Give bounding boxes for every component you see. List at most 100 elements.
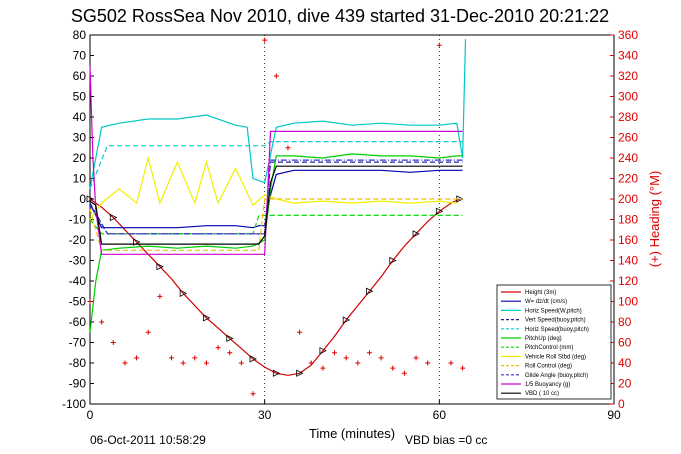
x-tick-label: 60	[433, 408, 447, 422]
height-marker	[203, 314, 211, 322]
legend-entry: Vehicle Roll Stbd (deg)	[525, 354, 586, 360]
y-tick-label: 20	[73, 151, 87, 165]
heading-point	[343, 355, 349, 361]
y-axis-right: 3603403203002802602402202001801601401201…	[610, 28, 638, 411]
heading-point	[180, 360, 186, 366]
height-marker	[342, 316, 351, 324]
y-tick-label: 0	[79, 192, 86, 206]
height-marker	[435, 207, 444, 215]
height-marker	[272, 369, 281, 377]
y-tick-label: -60	[69, 315, 87, 329]
legend-entry: PitchUp (deg)	[525, 336, 562, 342]
heading-point	[332, 350, 338, 356]
y-tick-label: -70	[69, 336, 87, 350]
footer-vbd-bias: VBD bias =0 cc	[405, 433, 487, 447]
heading-point	[87, 299, 93, 304]
heading-point	[99, 319, 105, 325]
height-marker	[389, 256, 397, 265]
y-tick-label: 40	[73, 110, 87, 124]
y-tick-label: -30	[69, 254, 87, 268]
y-tick-label: 60	[73, 69, 87, 83]
y-tick-label: -80	[69, 356, 87, 370]
series-line-2	[89, 39, 467, 189]
y-axis-right-label: (+) Heading (°M)	[647, 171, 662, 268]
series-line-1	[89, 169, 463, 229]
heading-point	[250, 391, 256, 397]
y-axis-left: 80 70 60 50 40 30 20 10 0 -10 -20 -30 -40 -50 -60 -70 -8…	[62, 28, 94, 411]
legend-entry: Glide Angle (buoy,pitch)	[525, 373, 588, 379]
grid-lines	[264, 35, 440, 404]
x-tick-label: 90	[607, 408, 621, 422]
heading-point	[238, 360, 244, 366]
y-tick-label: 80	[73, 28, 87, 42]
x-tick-label: 0	[87, 408, 94, 422]
series-line-10	[89, 65, 463, 255]
heading-point	[122, 360, 128, 366]
height-marker	[366, 287, 374, 295]
series-line-4	[89, 141, 463, 190]
heading-point	[297, 329, 303, 335]
legend-entry: W= dz/dt (cm/s)	[525, 299, 567, 305]
series-line-8	[89, 198, 463, 251]
y-tick-label: -10	[69, 213, 87, 227]
y-right-tick-label: 260	[618, 131, 638, 145]
y-tick-label: 10	[73, 172, 87, 186]
y-right-tick-label: 280	[618, 110, 638, 124]
heading-point	[355, 360, 361, 366]
heading-point	[157, 293, 163, 299]
y-right-tick-label: 240	[618, 151, 638, 165]
legend-entry: Height (3m)	[525, 290, 556, 296]
heading-point	[192, 355, 198, 361]
height-marker	[109, 213, 118, 222]
legend: Height (3m) W= dz/dt (cm/s) Horiz Speed(W,…	[496, 284, 612, 400]
y-right-tick-label: 340	[618, 49, 638, 63]
height-marker	[86, 195, 94, 203]
height-marker	[319, 347, 327, 355]
heading-point	[145, 329, 151, 335]
height-marker	[296, 369, 304, 377]
heading-point	[425, 360, 431, 366]
heading-point	[203, 360, 209, 366]
y-tick-label: -100	[62, 397, 86, 411]
y-right-tick-label: 320	[618, 69, 638, 83]
x-tick-label: 30	[258, 408, 272, 422]
y-tick-label: -40	[69, 274, 87, 288]
heading-point	[366, 350, 372, 356]
heading-point	[308, 360, 314, 366]
legend-entry: Horiz Speed(W,pitch)	[525, 308, 582, 314]
y-right-tick-label: 80	[618, 315, 632, 329]
height-marker	[412, 230, 420, 238]
height-marker	[156, 263, 164, 271]
heading-point	[320, 365, 326, 371]
heading-points	[87, 37, 466, 397]
y-right-tick-label: 160	[618, 233, 638, 247]
series-line-11	[89, 165, 463, 245]
legend-entry: Roll Control (deg)	[525, 364, 572, 370]
height-marker	[249, 355, 257, 363]
y-right-tick-label: 180	[618, 213, 638, 227]
heading-point	[413, 355, 419, 361]
legend-entry: Horiz Speed(buoy,pitch)	[525, 327, 589, 333]
heading-point	[401, 370, 407, 376]
legend-entry: PitchControl (mm)	[525, 345, 573, 351]
heading-point	[390, 365, 396, 371]
legend-entry: 1/5 Buoyancy (g)	[525, 382, 570, 388]
heading-point	[285, 145, 291, 151]
heading-point	[227, 350, 233, 356]
heading-point	[273, 73, 279, 79]
footer-timestamp: 06-Oct-2011 10:58:29	[90, 433, 206, 447]
y-right-tick-label: 140	[618, 254, 638, 268]
legend-entry: Vert Speed(buoy,pitch)	[525, 318, 586, 324]
chart-title: SG502 RossSea Nov 2010, dive 439 started…	[71, 6, 609, 26]
y-tick-label: -20	[69, 233, 87, 247]
series-line-0	[89, 198, 460, 376]
x-axis-label: Time (minutes)	[309, 426, 395, 441]
heading-point	[448, 360, 454, 366]
y-right-tick-label: 40	[618, 356, 632, 370]
y-tick-label: 50	[73, 90, 87, 104]
heading-point	[215, 345, 221, 351]
y-right-tick-label: 300	[618, 90, 638, 104]
heading-point	[436, 42, 442, 48]
y-right-tick-label: 20	[618, 377, 632, 391]
